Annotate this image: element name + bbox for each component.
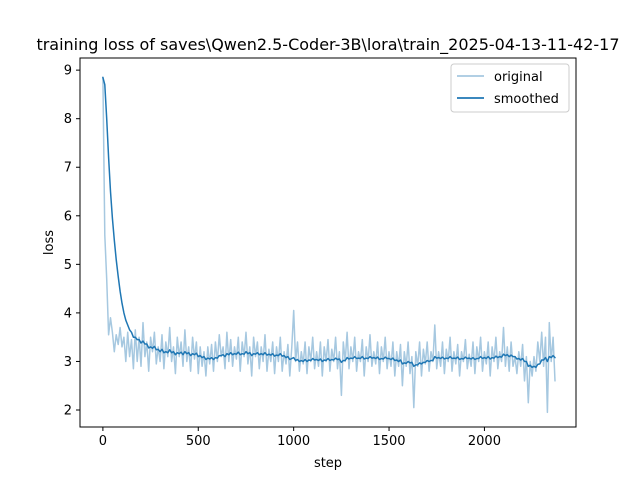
x-tick-label: 1500: [372, 434, 405, 449]
y-axis-ticks: 2 3 4 5 6 7 8 9: [64, 64, 80, 419]
x-axis-ticks: 0 500 1000 1500 2000: [99, 427, 501, 449]
series-layer: [102, 76, 556, 414]
chart-title: training loss of saves\Qwen2.5-Coder-3B\…: [36, 35, 619, 55]
plot-area: 0 500 1000 1500 2000 2 3 4 5 6 7 8 9: [64, 57, 577, 449]
series-line-original: [102, 76, 556, 414]
legend-label-original: original: [494, 70, 543, 85]
x-tick-label: 2000: [468, 434, 501, 449]
y-axis-label: loss: [42, 230, 57, 255]
x-axis-label: step: [314, 456, 342, 471]
x-tick-label: 0: [99, 434, 107, 449]
legend-label-smoothed: smoothed: [494, 92, 559, 107]
plot-frame: [79, 57, 577, 428]
x-tick-label: 1000: [277, 434, 310, 449]
y-tick-label: 5: [64, 258, 72, 273]
legend: original smoothed: [450, 63, 570, 113]
x-tick-label: 500: [186, 434, 211, 449]
y-tick-label: 6: [64, 209, 72, 224]
y-tick-label: 9: [64, 64, 72, 79]
y-tick-label: 2: [64, 404, 72, 419]
y-tick-label: 3: [64, 355, 72, 370]
y-tick-label: 8: [64, 112, 72, 127]
series-line-smoothed: [102, 76, 556, 369]
plot-background: [80, 58, 576, 427]
y-tick-label: 4: [64, 306, 72, 321]
y-tick-label: 7: [64, 161, 72, 176]
